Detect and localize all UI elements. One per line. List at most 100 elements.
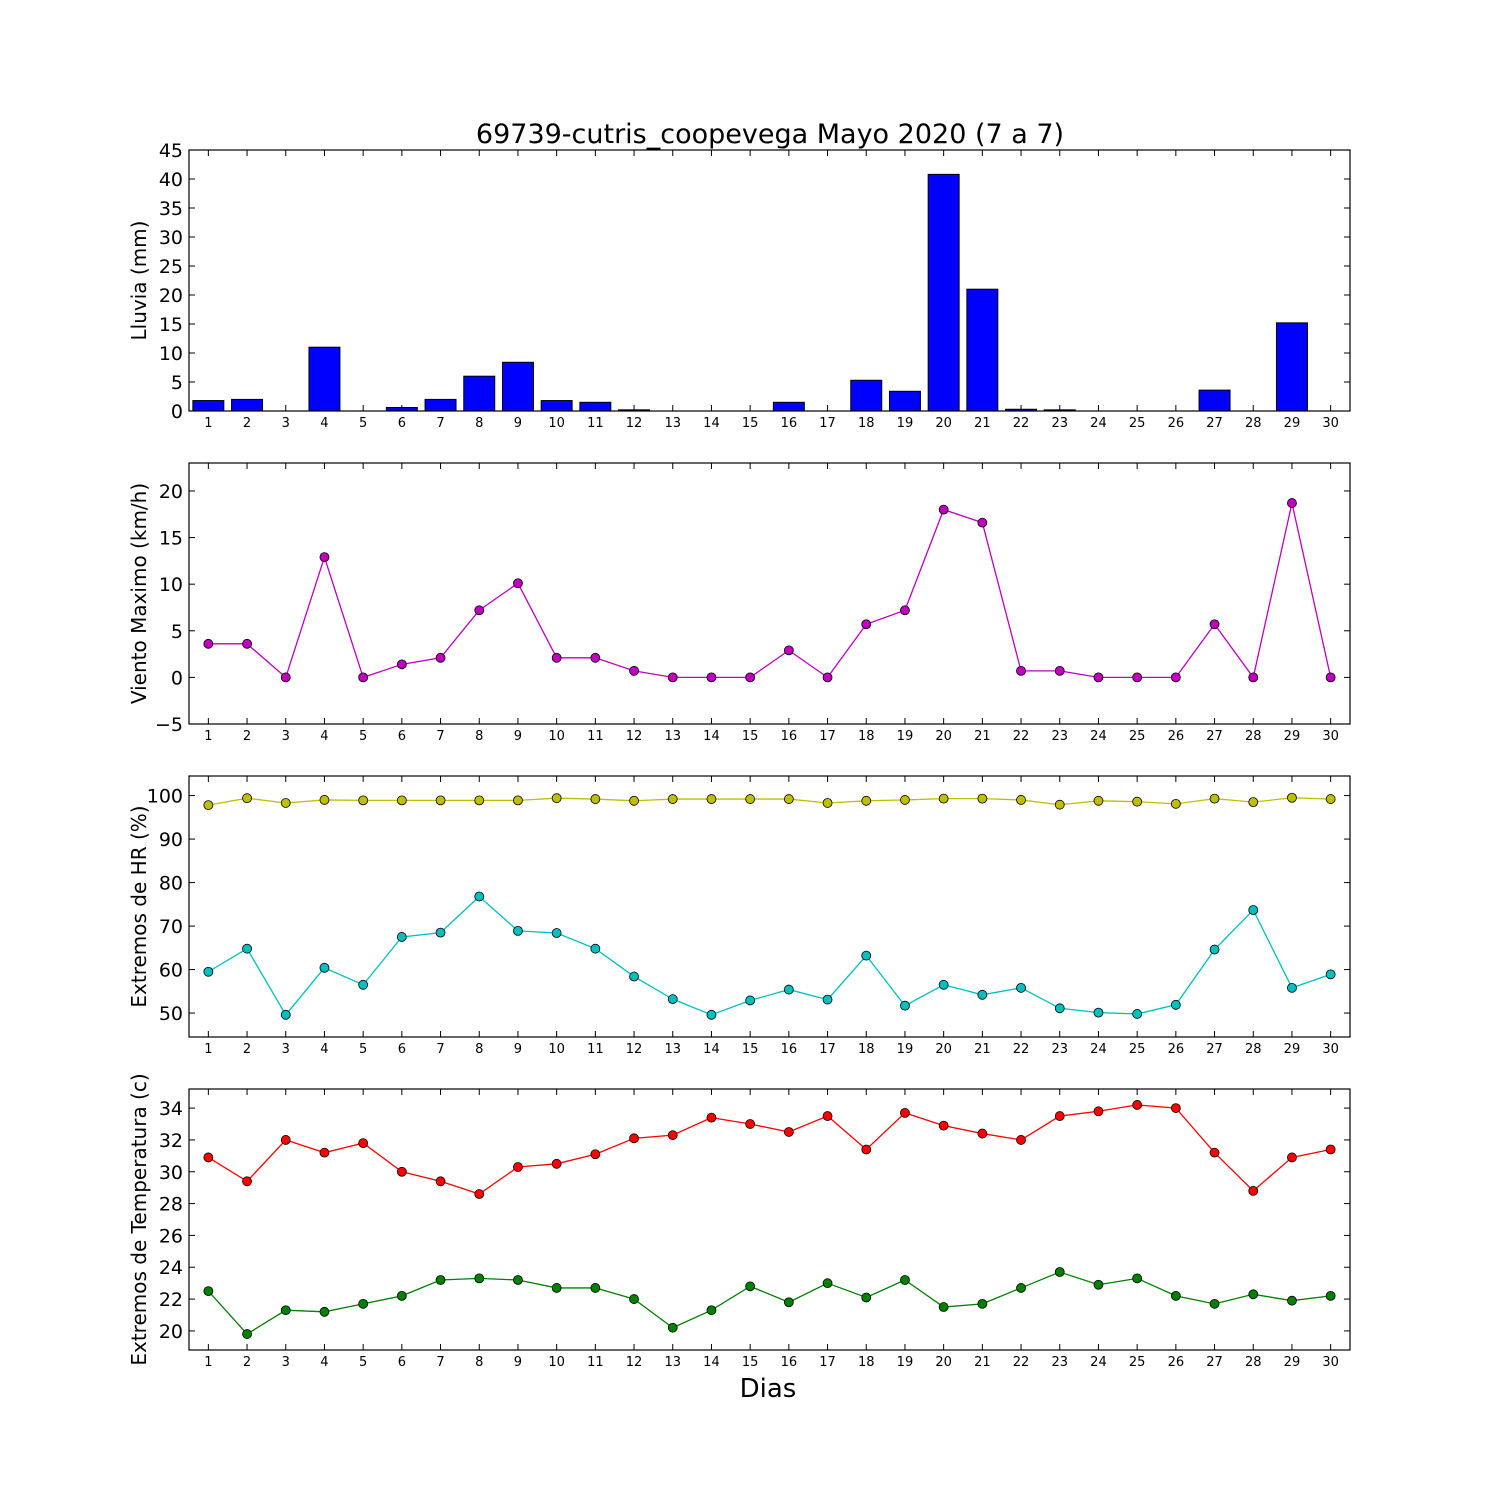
x-tick-label: 7 <box>436 1042 444 1057</box>
x-tick-label: 29 <box>1284 729 1301 744</box>
point-s1-day-23 <box>1054 1111 1065 1121</box>
x-tick-label: 8 <box>475 1355 483 1370</box>
x-tick-label: 3 <box>282 1355 290 1370</box>
x-tick-label: 13 <box>664 416 681 431</box>
x-tick-label: 5 <box>359 416 367 431</box>
point-s1-day-2 <box>242 1176 252 1187</box>
x-tick-label: 17 <box>819 1042 836 1057</box>
x-tick-label: 30 <box>1322 416 1339 431</box>
point-s1-day-10 <box>551 793 562 804</box>
x-tick-label: 1 <box>204 729 212 744</box>
axes-frame <box>188 462 1351 725</box>
x-tick-label: 11 <box>587 1355 604 1370</box>
point-s1-day-27 <box>1209 619 1220 630</box>
x-tick-label: 18 <box>858 729 875 744</box>
point-s1-day-28 <box>1248 672 1259 683</box>
point-s2-day-1 <box>203 966 214 977</box>
bar-day-8 <box>463 375 496 412</box>
point-s1-day-11 <box>590 652 601 663</box>
x-tick-label: 3 <box>282 729 290 744</box>
y-tick-label: 0 <box>171 401 183 423</box>
x-tick-label: 15 <box>742 416 759 431</box>
bar-day-19 <box>888 390 921 412</box>
x-tick-label: 14 <box>703 1042 720 1057</box>
x-tick-label: 12 <box>626 1355 643 1370</box>
axes-frame <box>188 775 1351 1038</box>
point-s1-day-4 <box>319 552 330 563</box>
x-tick-label: 18 <box>858 1042 875 1057</box>
point-s2-day-7 <box>435 1275 446 1285</box>
y-tick-label: 0 <box>171 667 183 689</box>
point-s1-day-18 <box>861 795 872 806</box>
x-tick-label: 7 <box>436 729 444 744</box>
point-s1-day-11 <box>590 794 601 804</box>
point-s1-day-12 <box>629 665 639 676</box>
point-s1-day-22 <box>1016 795 1026 805</box>
y-tick-label: 15 <box>159 314 183 336</box>
y-tick-label: 5 <box>171 372 183 394</box>
point-s2-day-28 <box>1248 1289 1259 1300</box>
point-s2-day-27 <box>1209 1298 1220 1309</box>
point-s2-day-14 <box>706 1305 717 1316</box>
point-s2-day-8 <box>474 1273 485 1284</box>
point-s2-day-17 <box>822 994 833 1005</box>
x-tick-label: 18 <box>858 1355 875 1370</box>
point-s2-day-11 <box>590 1283 601 1293</box>
x-tick-label: 15 <box>742 729 759 744</box>
x-tick-label: 11 <box>587 416 604 431</box>
point-s2-day-9 <box>513 1275 523 1285</box>
point-s1-day-8 <box>474 605 485 616</box>
point-s1-day-23 <box>1054 799 1065 810</box>
series-line-2 <box>208 895 1331 1016</box>
x-tick-label: 4 <box>320 1355 328 1370</box>
x-tick-label: 19 <box>897 1042 914 1057</box>
x-tick-label: 29 <box>1284 416 1301 431</box>
series-line-1 <box>208 1104 1331 1195</box>
y-tick-label: 60 <box>159 960 183 982</box>
y-tick-label: −5 <box>155 714 183 736</box>
y-tick-label: 28 <box>159 1194 183 1216</box>
point-s1-day-21 <box>977 1128 988 1139</box>
x-tick-label: 30 <box>1322 729 1339 744</box>
bar-day-20 <box>927 173 960 412</box>
point-s1-day-5 <box>358 1138 369 1149</box>
point-s1-day-5 <box>358 672 369 683</box>
x-tick-label: 7 <box>436 416 444 431</box>
x-tick-label: 27 <box>1206 416 1223 431</box>
x-tick-label: 8 <box>475 729 483 744</box>
bar-day-7 <box>424 398 457 412</box>
point-s2-day-16 <box>783 1297 794 1308</box>
x-tick-label: 28 <box>1245 1042 1262 1057</box>
x-tick-label: 26 <box>1168 416 1185 431</box>
x-tick-label: 4 <box>320 729 328 744</box>
y-tick-label: 70 <box>159 916 183 938</box>
x-tick-label: 14 <box>703 416 720 431</box>
x-axis-label: Dias <box>740 1374 797 1404</box>
x-tick-label: 2 <box>243 416 251 431</box>
point-s2-day-19 <box>900 1275 910 1285</box>
point-s1-day-26 <box>1170 798 1181 809</box>
point-s2-day-30 <box>1325 969 1336 980</box>
point-s1-day-4 <box>319 1147 330 1158</box>
point-s1-day-30 <box>1325 794 1336 804</box>
y-tick-label: 10 <box>159 343 183 365</box>
x-tick-label: 9 <box>514 416 522 431</box>
y-tick-label: 35 <box>159 198 183 220</box>
series-line-1 <box>208 797 1331 806</box>
bar-day-21 <box>966 288 999 412</box>
point-s1-day-17 <box>822 798 833 808</box>
x-tick-label: 10 <box>548 1042 565 1057</box>
point-s2-day-26 <box>1170 999 1181 1010</box>
point-s2-day-30 <box>1325 1290 1336 1301</box>
point-s1-day-9 <box>513 1162 523 1172</box>
x-tick-label: 25 <box>1129 1355 1146 1370</box>
point-s1-day-11 <box>590 1149 601 1160</box>
x-tick-label: 18 <box>858 416 875 431</box>
point-s1-day-29 <box>1287 792 1297 803</box>
x-tick-label: 9 <box>514 1042 522 1057</box>
series-line-2 <box>207 1271 1331 1335</box>
x-tick-label: 10 <box>548 729 565 744</box>
point-s2-day-17 <box>822 1278 833 1289</box>
